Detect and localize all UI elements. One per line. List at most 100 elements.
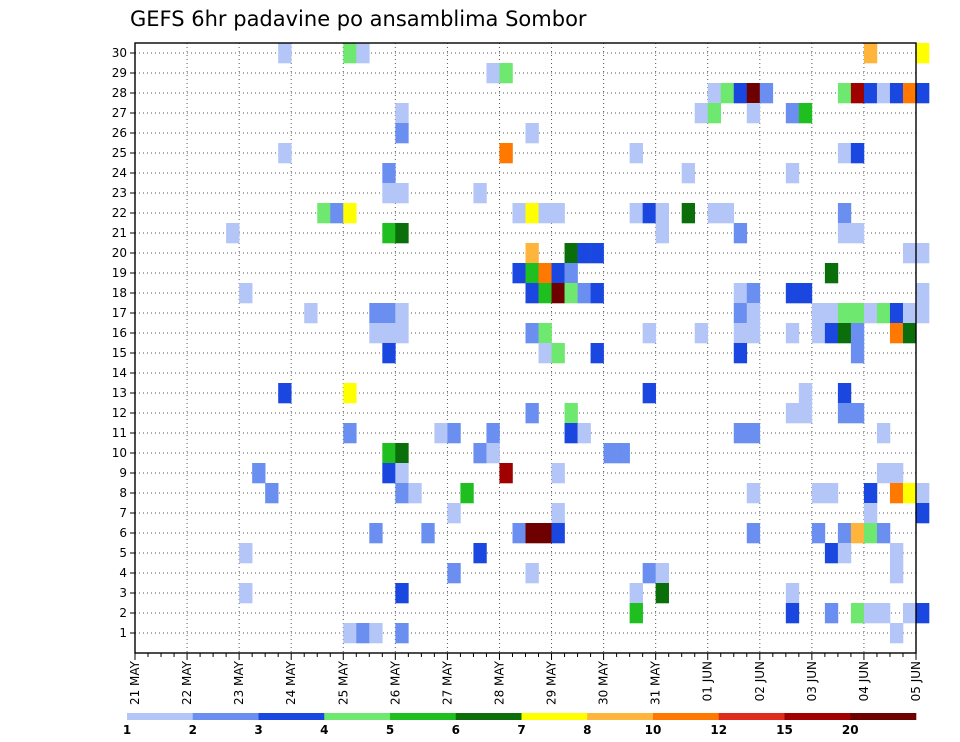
precip-cell bbox=[629, 203, 643, 224]
precip-cell bbox=[239, 283, 253, 304]
precip-cell bbox=[916, 503, 930, 524]
y-tick-label: 17 bbox=[112, 306, 127, 320]
x-tick-label: 03 JUN bbox=[805, 661, 819, 701]
x-tick-label: 05 JUN bbox=[909, 661, 923, 701]
precip-cell bbox=[785, 323, 800, 344]
precip-cell bbox=[876, 83, 891, 104]
precip-cell bbox=[369, 623, 383, 644]
precip-cell bbox=[538, 323, 552, 344]
precip-cell bbox=[447, 503, 461, 524]
colorbar-label: 2 bbox=[189, 723, 197, 737]
y-tick-label: 26 bbox=[112, 126, 127, 140]
precip-cell bbox=[564, 423, 578, 444]
precip-cell bbox=[343, 423, 357, 444]
precip-cell bbox=[538, 283, 552, 304]
x-tick-label: 02 JUN bbox=[753, 661, 767, 701]
precip-cell bbox=[525, 263, 539, 284]
x-axis: 21 MAY 22 MAY 23 MAY 24 MAY 25 MAY 26 MAY 27 M… bbox=[128, 653, 923, 705]
precip-cell bbox=[746, 103, 761, 124]
precip-cell bbox=[850, 343, 865, 364]
precip-cell bbox=[408, 483, 422, 504]
y-tick-label: 6 bbox=[119, 526, 127, 540]
y-tick-label: 30 bbox=[112, 46, 127, 60]
colorbar-label: 15 bbox=[776, 723, 793, 737]
precip-cell bbox=[343, 203, 357, 224]
precip-cell bbox=[525, 323, 539, 344]
precip-cell bbox=[720, 83, 735, 104]
precip-cell bbox=[876, 423, 891, 444]
x-tick-label: 25 MAY bbox=[336, 660, 350, 705]
precip-cell bbox=[916, 83, 930, 104]
precip-cell bbox=[863, 483, 878, 504]
precip-cell bbox=[486, 443, 500, 464]
precip-cell bbox=[304, 303, 318, 324]
precip-cell bbox=[473, 543, 487, 564]
precip-cell bbox=[746, 283, 761, 304]
y-tick-label: 7 bbox=[119, 506, 127, 520]
precip-cell bbox=[577, 423, 591, 444]
precip-cell bbox=[837, 143, 852, 164]
y-tick-label: 25 bbox=[112, 146, 127, 160]
precip-cell bbox=[811, 523, 826, 544]
precip-cell bbox=[785, 163, 800, 184]
x-tick-label: 30 MAY bbox=[597, 660, 611, 705]
precip-cell bbox=[577, 243, 591, 264]
precip-cell bbox=[746, 83, 761, 104]
precip-cell bbox=[551, 283, 565, 304]
colorbar-label: 8 bbox=[583, 723, 591, 737]
precip-cell bbox=[395, 463, 409, 484]
precip-cell bbox=[824, 603, 839, 624]
colorbar-label: 4 bbox=[320, 723, 328, 737]
y-tick-label: 18 bbox=[112, 286, 127, 300]
precip-cell bbox=[785, 403, 800, 424]
precip-cell bbox=[395, 183, 409, 204]
precip-cell bbox=[837, 383, 852, 404]
precip-cell bbox=[811, 303, 826, 324]
precip-cell bbox=[733, 323, 748, 344]
colorbar-label: 1 bbox=[123, 723, 131, 737]
precip-cell bbox=[525, 403, 539, 424]
x-tick-label: 21 MAY bbox=[128, 660, 142, 705]
y-tick-label: 12 bbox=[112, 406, 127, 420]
precip-cell bbox=[785, 603, 800, 624]
precip-cell bbox=[694, 103, 709, 124]
precip-cell bbox=[629, 603, 643, 624]
y-tick-label: 16 bbox=[112, 326, 127, 340]
x-tick-label: 27 MAY bbox=[440, 660, 454, 705]
precip-cell bbox=[499, 143, 513, 164]
precip-cell bbox=[512, 263, 526, 284]
precip-cell bbox=[590, 243, 604, 264]
precip-cell bbox=[733, 423, 748, 444]
precip-cell bbox=[850, 323, 865, 344]
x-tick-label: 31 MAY bbox=[649, 660, 663, 705]
precip-cell bbox=[434, 423, 448, 444]
precip-cell bbox=[863, 603, 878, 624]
colorbar: 1 2 3 4 5 6 7 8 10 12 15 20 bbox=[123, 713, 917, 737]
precip-cell bbox=[811, 483, 826, 504]
precip-cell bbox=[525, 123, 539, 144]
precip-cell bbox=[837, 203, 852, 224]
precip-cell bbox=[850, 303, 865, 324]
precip-cell bbox=[317, 203, 331, 224]
precip-cell bbox=[707, 103, 722, 124]
precip-cell bbox=[382, 463, 396, 484]
precip-cell bbox=[629, 143, 643, 164]
precip-cell bbox=[395, 483, 409, 504]
precip-cell bbox=[512, 203, 526, 224]
precip-cell bbox=[382, 343, 396, 364]
precip-cell bbox=[785, 583, 800, 604]
precip-cell bbox=[850, 403, 865, 424]
precip-cell bbox=[876, 523, 891, 544]
precip-cell bbox=[837, 323, 852, 344]
y-tick-label: 19 bbox=[112, 266, 127, 280]
precip-cell bbox=[694, 323, 709, 344]
colorbar-label: 12 bbox=[710, 723, 727, 737]
precip-cell bbox=[902, 603, 917, 624]
precip-cell bbox=[863, 43, 878, 64]
precip-cell bbox=[642, 323, 656, 344]
precip-cell bbox=[564, 283, 578, 304]
precip-cell bbox=[746, 323, 761, 344]
precip-cell bbox=[343, 43, 357, 64]
precip-cell bbox=[642, 563, 656, 584]
y-tick-label: 22 bbox=[112, 206, 127, 220]
